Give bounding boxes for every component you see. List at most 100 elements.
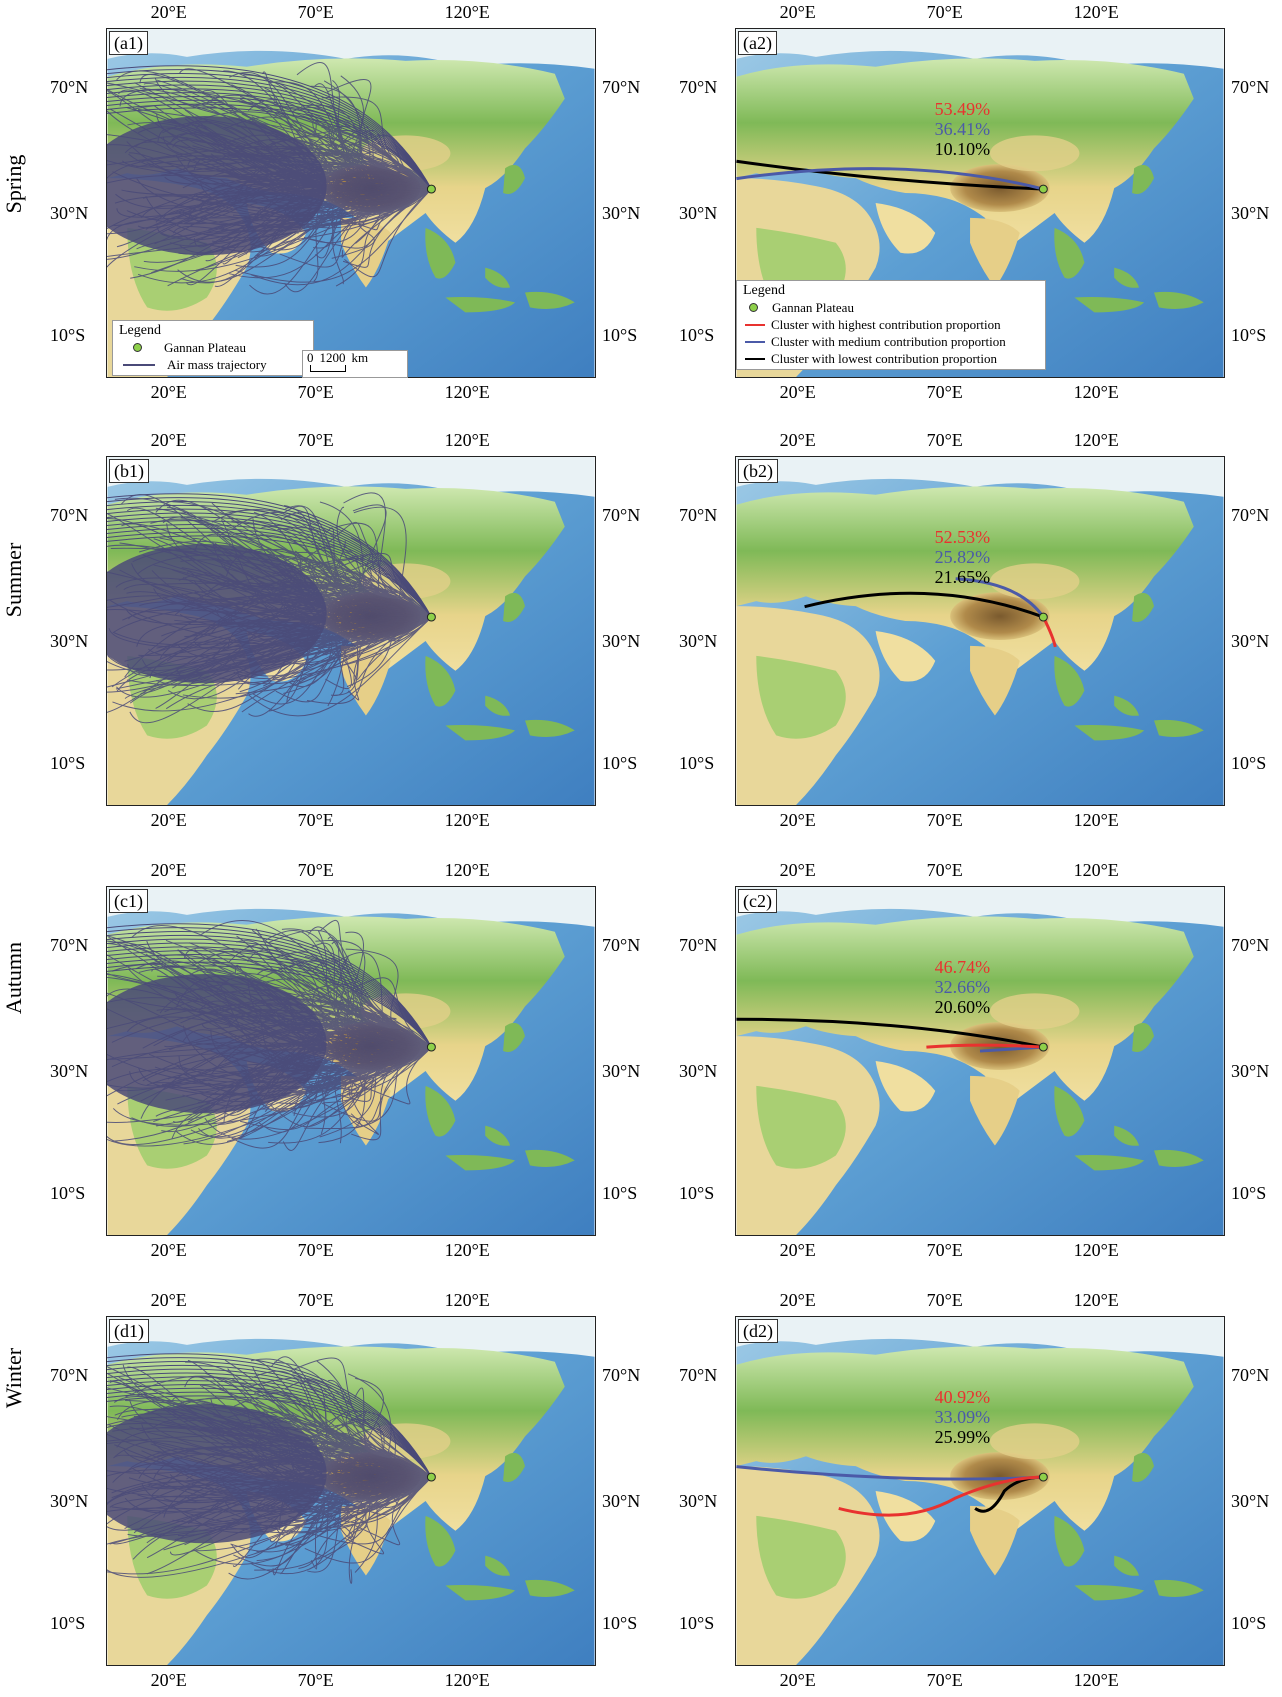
lat-tick-label: 30°N xyxy=(1231,1490,1270,1511)
air-mass-trajectory xyxy=(107,88,432,190)
cluster-medium-line xyxy=(955,577,1045,618)
air-mass-trajectory xyxy=(193,950,432,1048)
lon-tick-label: 20°E xyxy=(150,1240,187,1260)
air-mass-trajectory xyxy=(107,504,432,618)
air-mass-trajectory xyxy=(107,946,432,1048)
panel-label: (d2) xyxy=(738,1319,778,1343)
air-mass-trajectory xyxy=(107,1387,432,1478)
lon-tick-label: 70°E xyxy=(297,810,334,830)
lat-tick-label: 70°N xyxy=(679,1364,718,1385)
season-label-summer: Summer xyxy=(1,542,26,618)
lon-tick-label: 70°E xyxy=(297,430,334,450)
air-mass-trajectory xyxy=(107,1364,432,1478)
lat-tick-label: 10°S xyxy=(679,1613,715,1633)
lon-tick-label: 20°E xyxy=(150,382,187,402)
cluster-legend: Legend Gannan Plateau Cluster with highest… xyxy=(736,280,1046,370)
air-mass-trajectory xyxy=(107,953,432,1048)
lon-tick-label: 70°E xyxy=(297,860,334,880)
lat-tick-label: 70°N xyxy=(50,504,89,525)
lat-tick-label: 30°N xyxy=(679,1490,718,1511)
air-mass-trajectory xyxy=(324,1423,432,1478)
air-mass-trajectory xyxy=(107,1046,432,1145)
lon-tick-label: 70°E xyxy=(297,2,334,22)
air-mass-trajectory xyxy=(234,188,432,283)
lon-tick-label: 70°E xyxy=(297,382,334,402)
scale-distance: 1200 xyxy=(319,350,346,365)
contribution-percentages: 40.92% 33.09% 25.99% xyxy=(912,1387,1012,1447)
lon-tick-label: 120°E xyxy=(444,1290,490,1310)
cluster-medium-line xyxy=(736,1465,1044,1481)
air-mass-trajectory xyxy=(313,181,432,249)
air-mass-trajectory xyxy=(174,1046,432,1145)
air-mass-trajectory xyxy=(182,616,432,699)
air-mass-trajectory xyxy=(239,98,432,190)
air-mass-trajectory xyxy=(107,965,432,1048)
panel-label: (b2) xyxy=(738,459,778,483)
air-mass-trajectory xyxy=(107,520,432,618)
contribution-percentages: 52.53% 25.82% 21.65% xyxy=(912,527,1012,587)
cluster-highest-line-icon xyxy=(745,323,765,326)
air-mass-trajectory xyxy=(107,1353,432,1478)
lat-tick-label: 30°N xyxy=(679,202,718,223)
air-mass-trajectory xyxy=(321,96,432,190)
legend-site-row: Gannan Plateau xyxy=(119,339,307,356)
lat-tick-label: 10°S xyxy=(1231,1613,1267,1633)
lat-tick-label: 10°S xyxy=(602,753,638,773)
air-mass-trajectory xyxy=(107,69,432,190)
lon-tick-label: 20°E xyxy=(779,430,816,450)
lon-tick-label: 70°E xyxy=(926,430,963,450)
air-mass-trajectory xyxy=(272,557,432,618)
air-mass-trajectory xyxy=(107,1357,432,1478)
percentage-lowest: 21.65% xyxy=(934,567,991,587)
lat-tick-label: 10°S xyxy=(1231,325,1267,345)
lat-tick-label: 10°S xyxy=(50,1183,86,1203)
air-mass-trajectory xyxy=(250,1358,432,1478)
map-canvas xyxy=(736,29,1224,377)
legend-title: Legend xyxy=(743,283,785,298)
lat-tick-label: 30°N xyxy=(1231,630,1270,651)
percentage-lowest: 10.10% xyxy=(934,139,991,159)
air-mass-trajectory xyxy=(327,79,432,190)
map-canvas xyxy=(736,457,1224,805)
lat-tick-label: 70°N xyxy=(50,934,89,955)
lat-tick-label: 30°N xyxy=(50,1490,89,1511)
lat-tick-label: 30°N xyxy=(602,1060,641,1081)
lat-tick-label: 10°S xyxy=(1231,1183,1267,1203)
air-mass-trajectory xyxy=(261,1046,432,1110)
gannan-plateau-site xyxy=(1038,612,1048,622)
air-mass-trajectory xyxy=(107,1361,432,1478)
trajectory-density xyxy=(107,544,327,684)
air-mass-trajectory xyxy=(107,76,432,190)
lon-tick-label: 120°E xyxy=(1073,1670,1119,1690)
basemap-relief xyxy=(736,1317,1224,1665)
lon-tick-label: 20°E xyxy=(779,1240,816,1260)
air-mass-trajectory xyxy=(304,1476,432,1564)
lat-tick-label: 70°N xyxy=(679,504,718,525)
lat-tick-label: 10°S xyxy=(50,753,86,773)
lat-tick-label: 10°S xyxy=(679,753,715,773)
air-mass-trajectory xyxy=(278,82,432,190)
legend-lowest-label: Cluster with lowest contribution proport… xyxy=(771,350,998,366)
trajectory-density xyxy=(107,116,327,256)
lon-tick-label: 120°E xyxy=(444,382,490,402)
air-mass-trajectory xyxy=(258,1040,432,1133)
lon-tick-label: 70°E xyxy=(297,1240,334,1260)
gannan-plateau-site xyxy=(1038,184,1048,194)
air-mass-trajectory xyxy=(107,942,432,1048)
air-mass-trajectory xyxy=(155,507,432,618)
lat-tick-label: 70°N xyxy=(602,934,641,955)
lon-tick-label: 70°E xyxy=(926,2,963,22)
air-mass-trajectory xyxy=(229,71,432,202)
lat-tick-label: 70°N xyxy=(50,76,89,97)
air-mass-trajectory xyxy=(303,613,432,638)
map-panel-d1: (d1) xyxy=(106,1316,596,1666)
legend-site-label: Gannan Plateau xyxy=(164,339,246,355)
air-mass-trajectory xyxy=(305,585,432,626)
legend-lowest-row: Cluster with lowest contribution proport… xyxy=(743,350,1039,367)
air-mass-trajectory xyxy=(107,501,432,618)
map-canvas xyxy=(107,457,595,805)
air-mass-trajectory xyxy=(273,557,432,627)
percentage-medium: 32.66% xyxy=(934,977,991,997)
legend-trajectory-label: Air mass trajectory xyxy=(167,356,267,372)
air-mass-trajectory xyxy=(107,1380,432,1478)
